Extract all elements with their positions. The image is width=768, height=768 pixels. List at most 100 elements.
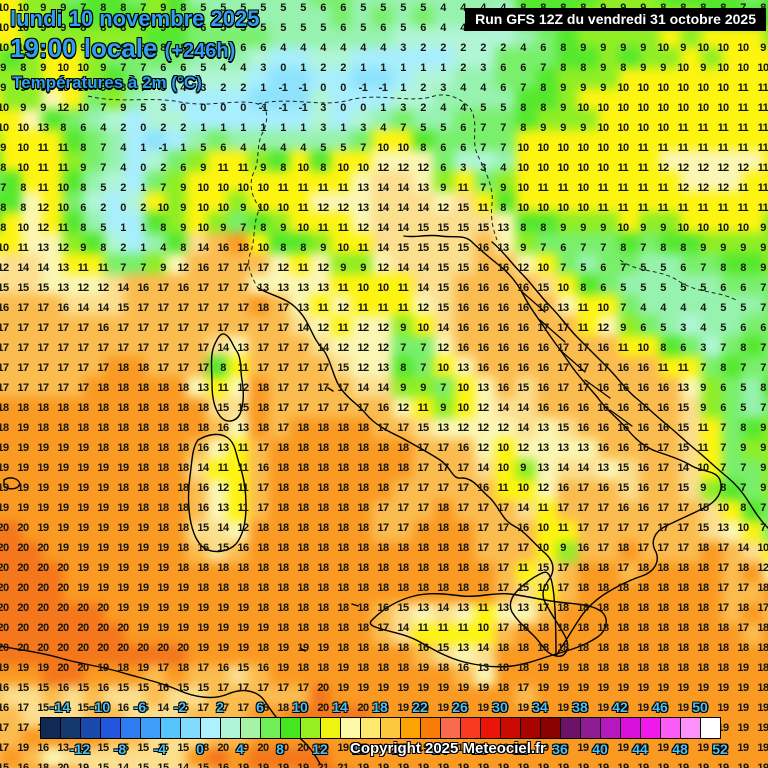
temp-value: 18: [317, 602, 329, 614]
temp-value: 5: [100, 182, 106, 194]
temp-value: 18: [557, 642, 569, 654]
temp-value: 19: [77, 442, 89, 454]
temp-value: 9: [400, 322, 406, 334]
temp-color-cell: [639, 108, 662, 131]
temp-color-cell: [351, 108, 373, 131]
temp-value: 13: [557, 442, 569, 454]
temp-color-cell: [412, 67, 435, 90]
temp-color-cell: [454, 26, 476, 49]
temp-value: 15: [17, 682, 29, 694]
temp-value: 11: [97, 262, 109, 274]
temp-value: 19: [77, 582, 89, 594]
temp-value: 18: [577, 562, 589, 574]
temp-value: 6: [460, 142, 466, 154]
temp-value: 8: [560, 42, 566, 54]
temp-value: 12: [357, 322, 369, 334]
temp-value: 9: [180, 202, 186, 214]
temp-value: 18: [157, 482, 169, 494]
temp-value: 17: [157, 302, 169, 314]
temp-value: 18: [377, 442, 389, 454]
temp-value: 1: [220, 122, 226, 134]
legend-label: 52: [712, 741, 728, 757]
temp-value: 7: [420, 342, 426, 354]
temp-value: 9: [740, 442, 746, 454]
temp-value: 16: [637, 402, 649, 414]
temp-color-cell: [474, 26, 497, 49]
temp-color-cell: [371, 129, 394, 152]
temp-value: 17: [657, 542, 669, 554]
temp-value: 18: [417, 542, 429, 554]
temp-value: 17: [57, 322, 69, 334]
temp-value: 11: [297, 202, 309, 214]
temp-value: 15: [177, 682, 189, 694]
temp-value: 11: [437, 622, 449, 634]
temp-color-cell: [103, 150, 126, 172]
temp-value: 19: [77, 562, 89, 574]
temp-value: 0: [340, 82, 346, 94]
temp-value: 11: [357, 302, 369, 314]
temp-color-cell: [701, 129, 723, 152]
temp-color-cell: [309, 67, 332, 90]
temp-value: 17: [517, 542, 529, 554]
temp-color-cell: [268, 191, 291, 214]
temp-color-cell: [515, 67, 538, 90]
temp-color-cell: [721, 67, 744, 90]
temp-value: 11: [757, 162, 768, 174]
temp-value: 5: [740, 382, 746, 394]
temp-color-cell: [433, 5, 456, 28]
temp-value: 10: [617, 82, 629, 94]
temp-value: 10: [577, 202, 589, 214]
temp-color-cell: [351, 47, 373, 69]
temp-value: 17: [577, 522, 589, 534]
temp-value: 18: [457, 522, 469, 534]
temp-value: 17: [177, 342, 189, 354]
temp-value: 15: [537, 282, 549, 294]
temp-color-cell: [639, 26, 662, 49]
legend-cell: [580, 717, 600, 739]
temp-value: 18: [397, 542, 409, 554]
legend-cell: [340, 717, 360, 739]
temp-value: 6: [680, 262, 686, 274]
temp-color-cell: [330, 108, 353, 131]
temp-value: 20: [37, 642, 49, 654]
temp-value: 14: [477, 642, 489, 654]
temp-color-cell: [639, 129, 662, 152]
temp-color-cell: [0, 47, 23, 69]
temp-value: 1: [140, 222, 146, 234]
temp-value: 12: [277, 262, 289, 274]
temp-value: 11: [737, 182, 749, 194]
temp-value: 18: [177, 522, 189, 534]
temp-color-cell: [309, 88, 332, 111]
temp-value: 10: [657, 42, 669, 54]
temp-value: 19: [277, 642, 289, 654]
temp-value: -1: [378, 82, 388, 94]
temp-value: 2: [100, 202, 106, 214]
temp-value: 17: [337, 382, 349, 394]
temp-value: 16: [637, 422, 649, 434]
temp-value: 17: [457, 482, 469, 494]
temp-value: 15: [417, 422, 429, 434]
temp-value: 18: [457, 582, 469, 594]
temp-color-cell: [351, 191, 373, 214]
temp-color-cell: [62, 5, 85, 28]
temp-value: 10: [457, 402, 469, 414]
temp-value: 18: [197, 562, 209, 574]
temp-value: 4: [240, 62, 246, 74]
temp-value: 13: [257, 282, 269, 294]
temp-value: 10: [557, 202, 569, 214]
temp-value: 19: [157, 542, 169, 554]
temp-value: 18: [657, 602, 669, 614]
temp-value: 18: [297, 622, 309, 634]
temp-value: 11: [577, 322, 589, 334]
temp-color-cell: [248, 170, 270, 193]
temp-value: 18: [597, 582, 609, 594]
temp-color-cell: [557, 108, 579, 131]
temp-value: 18: [397, 462, 409, 474]
temp-value: 9: [600, 82, 606, 94]
temp-value: 10: [197, 182, 209, 194]
temp-value: 10: [57, 202, 69, 214]
temp-value: 10: [157, 202, 169, 214]
temp-value: 19: [217, 622, 229, 634]
temp-value: 18: [177, 502, 189, 514]
temp-color-cell: [42, 0, 64, 8]
